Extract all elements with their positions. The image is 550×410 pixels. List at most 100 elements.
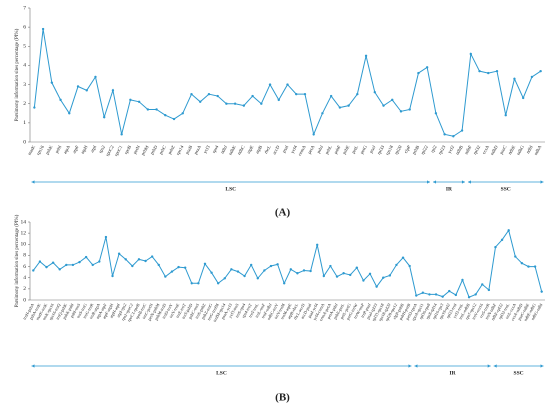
region-label: LSC xyxy=(216,370,227,376)
data-point xyxy=(448,289,451,293)
region-label: SSC xyxy=(514,370,524,376)
x-tick-label: petL xyxy=(351,144,360,154)
data-point xyxy=(41,27,45,31)
x-tick-label: rpl33 xyxy=(376,144,386,156)
data-point xyxy=(382,104,385,107)
y-tick-label: 12 xyxy=(21,230,27,236)
data-line xyxy=(33,28,541,137)
x-tick-label: rpoB xyxy=(123,145,132,155)
data-point xyxy=(338,106,342,109)
data-point xyxy=(249,263,253,267)
data-point xyxy=(434,112,438,115)
x-tick-label: petN xyxy=(132,144,141,155)
data-point xyxy=(362,279,365,282)
x-tick-label: psbB xyxy=(411,145,420,156)
data-point xyxy=(356,92,359,96)
data-point xyxy=(236,270,240,273)
data-point xyxy=(45,265,48,269)
data-point xyxy=(425,66,429,69)
data-point xyxy=(216,94,219,98)
data-point xyxy=(155,108,158,111)
panel-label: (A) xyxy=(275,207,291,219)
data-point xyxy=(84,255,88,259)
data-point xyxy=(399,110,403,113)
data-point xyxy=(514,255,517,258)
data-point xyxy=(521,96,525,100)
data-point xyxy=(289,268,293,271)
x-tick-label: atpH xyxy=(80,144,89,155)
data-point xyxy=(474,293,477,296)
data-point xyxy=(51,261,55,264)
y-tick-label: 6 xyxy=(23,264,26,270)
data-point xyxy=(533,265,537,268)
data-point xyxy=(117,252,121,255)
data-point xyxy=(312,133,315,136)
data-point xyxy=(58,268,61,271)
data-point xyxy=(225,102,228,105)
data-line xyxy=(32,229,543,298)
data-point xyxy=(441,295,444,298)
data-point xyxy=(443,133,446,136)
data-point xyxy=(303,92,307,96)
x-tick-label: psbI xyxy=(54,144,63,154)
data-point xyxy=(504,114,507,117)
data-point xyxy=(223,277,226,280)
x-tick-label: psaB xyxy=(184,145,193,155)
data-point xyxy=(256,277,259,280)
data-point xyxy=(382,276,385,279)
data-point xyxy=(527,265,530,268)
data-point xyxy=(487,288,491,292)
data-point xyxy=(415,294,418,297)
x-tick-label: rpl32 xyxy=(472,144,482,156)
data-point xyxy=(102,115,106,119)
y-tick-label: 3 xyxy=(23,82,26,88)
x-tick-label: psaI xyxy=(281,144,289,154)
x-tick-label: ycf4 xyxy=(290,144,299,154)
data-point xyxy=(269,264,273,268)
x-tick-label: rpl20 xyxy=(394,144,404,156)
data-point xyxy=(388,274,392,277)
y-tick-label: 2 xyxy=(23,286,26,292)
data-point xyxy=(98,260,101,263)
region-label: SSC xyxy=(501,186,511,192)
x-tick-label: psbE xyxy=(341,144,350,155)
x-tick-label: rps16 xyxy=(35,144,45,156)
data-point xyxy=(111,89,115,92)
x-tick-label: ndhK xyxy=(227,144,237,156)
data-point xyxy=(342,272,345,275)
data-point xyxy=(68,112,71,115)
data-point xyxy=(137,258,141,261)
x-tick-label: atpI-rps2 xyxy=(116,302,128,318)
data-point xyxy=(190,282,193,285)
data-point xyxy=(111,274,114,278)
data-point xyxy=(197,282,200,285)
region-label: LSC xyxy=(225,186,236,192)
data-point xyxy=(242,104,246,107)
x-tick-label: matK xyxy=(27,144,37,156)
x-tick-label: petA xyxy=(307,144,316,155)
data-point xyxy=(461,278,464,282)
data-point xyxy=(481,283,484,286)
data-point xyxy=(469,52,473,56)
data-point xyxy=(302,269,306,272)
y-tick-label: 2 xyxy=(23,101,26,107)
data-point xyxy=(181,112,184,115)
x-tick-label: rpoC2 xyxy=(105,144,115,157)
data-point xyxy=(164,114,167,117)
data-point xyxy=(157,263,160,267)
data-point xyxy=(434,293,438,296)
data-point xyxy=(286,83,289,86)
region-label: IR xyxy=(446,186,453,192)
data-point xyxy=(91,263,94,267)
x-tick-label: ccsA xyxy=(481,144,490,155)
data-point xyxy=(199,100,202,104)
data-point xyxy=(296,272,299,275)
y-axis-label: Parsimony information sites percentage (… xyxy=(15,214,20,307)
y-tick-label: 10 xyxy=(21,242,27,248)
y-tick-label: 5 xyxy=(23,44,26,50)
data-point xyxy=(349,273,352,277)
x-tick-label: psbJ xyxy=(316,144,325,154)
data-point xyxy=(454,293,458,297)
x-tick-label: clpP xyxy=(403,144,412,154)
data-point xyxy=(129,98,132,102)
